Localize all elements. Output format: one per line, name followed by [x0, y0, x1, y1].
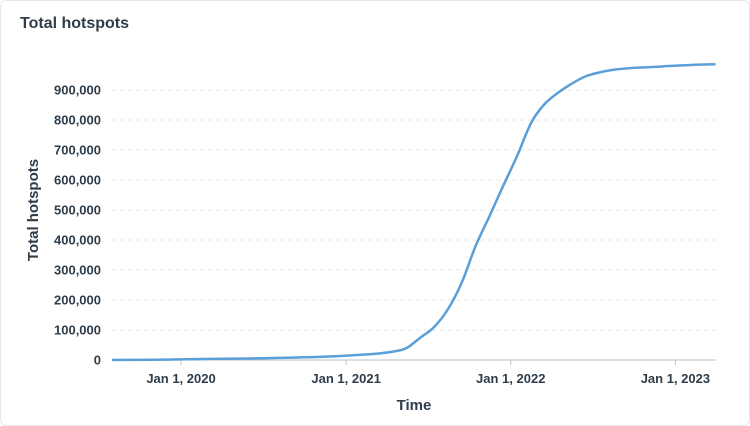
y-tick-label: 500,000: [54, 203, 101, 218]
series-line: [111, 62, 716, 362]
chart-title: Total hotspots: [20, 15, 130, 32]
y-tick-label: 300,000: [54, 263, 101, 278]
x-tick-label: Jan 1, 2022: [476, 371, 545, 386]
y-tick-label: 900,000: [54, 83, 101, 98]
x-tick-label: Jan 1, 2021: [311, 371, 380, 386]
y-tick-label: 800,000: [54, 113, 101, 128]
x-tick-labels: Jan 1, 2020 Jan 1, 2021 Jan 1, 2022 Jan 1, …: [146, 360, 710, 386]
gridlines: [112, 89, 716, 331]
x-axis-title: Time: [397, 397, 432, 414]
y-tick-label: 0: [94, 353, 101, 368]
y-tick-label: 600,000: [54, 173, 101, 188]
y-tick-label: 400,000: [54, 233, 101, 248]
y-tick-label: 700,000: [54, 143, 101, 158]
y-tick-labels: 0 100,000 200,000 300,000 400,000 500,000 600,…: [54, 83, 101, 368]
x-tick-label: Jan 1, 2023: [641, 371, 710, 386]
y-axis-title: Total hotspots: [25, 159, 42, 261]
x-tick-label: Jan 1, 2020: [146, 371, 215, 386]
y-tick-label: 200,000: [54, 293, 101, 308]
y-tick-label: 100,000: [54, 323, 101, 338]
